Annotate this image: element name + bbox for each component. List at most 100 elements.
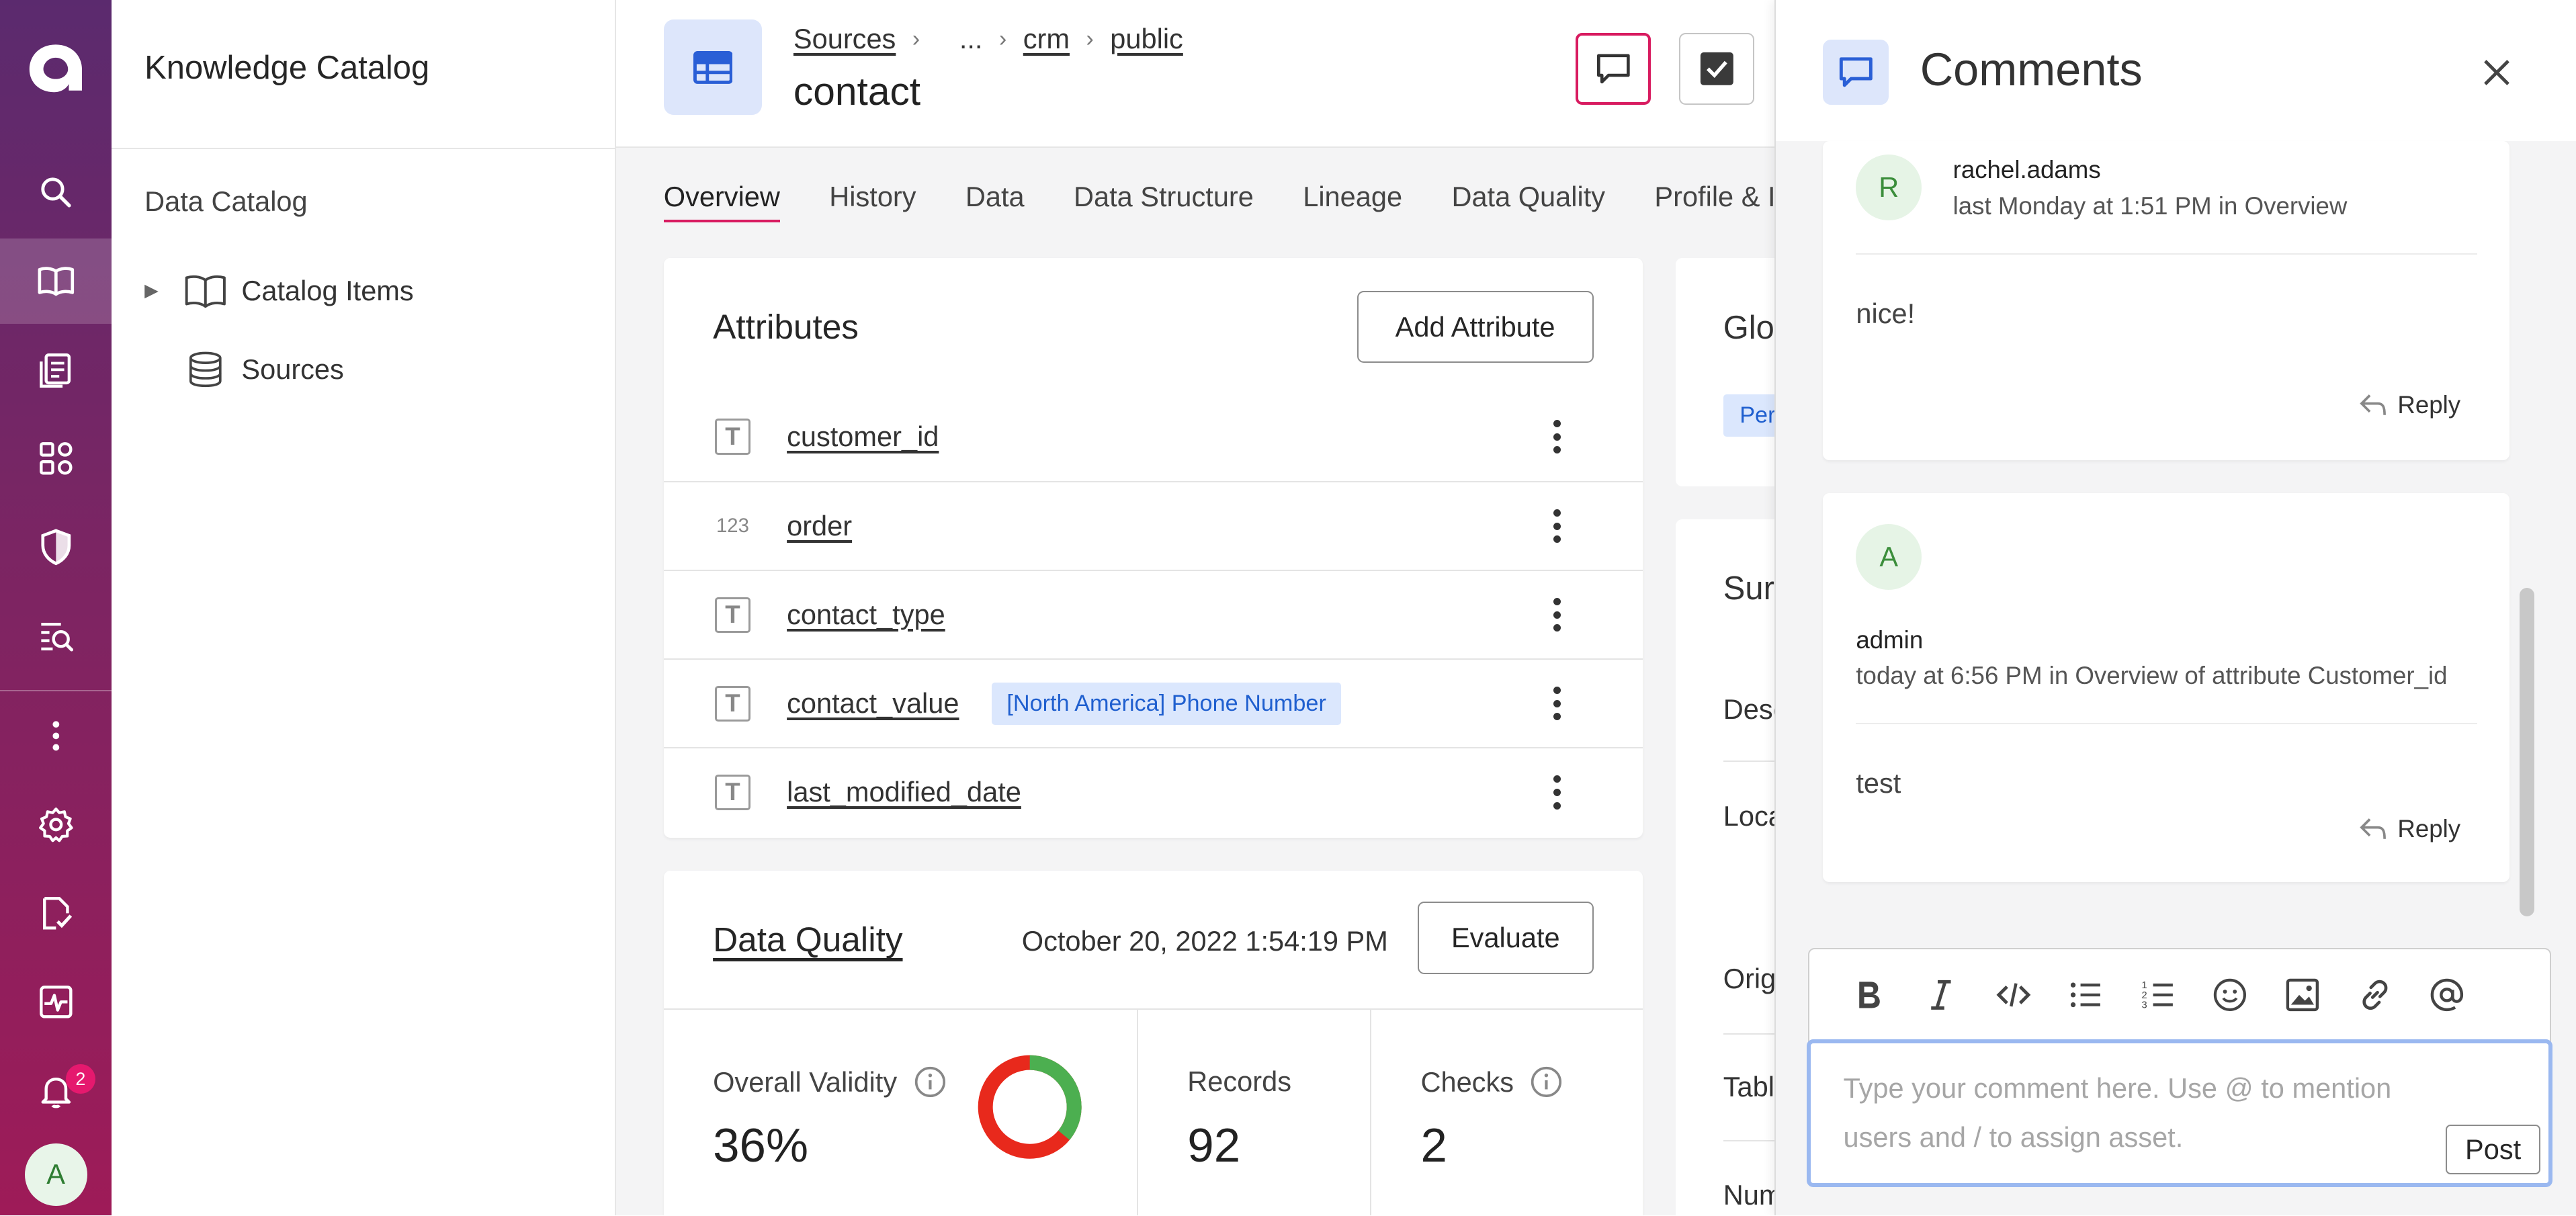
comment-avatar: R [1856,154,1922,220]
nav-data-quality-button[interactable] [0,593,112,679]
breadcrumb-ellipsis[interactable]: ... [959,23,983,55]
overall-validity-label: Overall Validity [713,1066,898,1098]
tasks-button[interactable] [1678,32,1755,105]
attribute-name-link[interactable]: contact_value [787,687,959,720]
comment-text: nice! [1856,297,1916,329]
ataccama-logo[interactable] [23,40,89,95]
expand-caret-icon[interactable]: ▶ [144,280,159,301]
breadcrumb: Sources › ... › crm › public [793,23,1183,55]
attribute-name-link[interactable]: customer_id [787,421,939,453]
attribute-row[interactable]: 123 order [663,481,1643,570]
reply-icon [2360,394,2386,415]
sidebar-item-sources[interactable]: Sources [184,351,344,388]
bold-button[interactable] [1833,965,1905,1025]
code-button[interactable] [1977,965,2050,1025]
reply-button[interactable]: Reply [2358,391,2460,419]
add-attribute-button[interactable]: Add Attribute [1357,290,1594,363]
svg-text:1: 1 [2141,980,2147,991]
nav-notifications-button[interactable] [0,1048,112,1133]
tab-profile[interactable]: Profile & I [1654,180,1774,212]
italic-icon [1931,980,1951,1010]
comments-panel-header: Comments [1775,0,2576,142]
checks-label: Checks [1420,1066,1514,1098]
data-quality-stats: Overall Validity 36% Records 92 Checks 2 [663,1008,1643,1216]
attribute-name-link[interactable]: last_modified_date [787,776,1021,808]
tab-data-quality[interactable]: Data Quality [1451,180,1606,212]
shield-icon [41,529,71,566]
more-vertical-icon[interactable] [1541,768,1574,817]
info-icon[interactable] [1530,1066,1563,1098]
post-button[interactable]: Post [2445,1125,2541,1174]
italic-button[interactable] [1905,965,1977,1025]
glossary-card-title: Glo [1723,309,1774,346]
entity-tabs: Overview History Data Data Structure Lin… [663,180,1774,222]
chevron-right-icon: › [1086,26,1094,52]
more-vertical-icon[interactable] [1541,412,1574,462]
nav-search-button[interactable] [0,149,112,234]
term-chip[interactable]: [North America] Phone Number [992,682,1341,726]
comment-divider [1856,722,2477,725]
comment-icon [1823,39,1889,105]
text-type-icon: T [714,597,751,634]
checks-stat: Checks 2 [1370,1010,1643,1216]
nav-rail: 2 A [0,0,112,1216]
records-stat: Records 92 [1136,1010,1372,1216]
search-icon [41,177,71,208]
link-button[interactable] [2339,965,2411,1025]
bold-icon [1858,982,1880,1008]
rules-icon [39,441,73,475]
activity-icon [39,986,73,1018]
data-quality-title[interactable]: Data Quality [713,920,903,959]
emoji-button[interactable] [2194,965,2267,1025]
close-panel-button[interactable] [2474,49,2520,95]
nav-reports-button[interactable] [0,327,112,412]
comment-input[interactable] [1806,1039,2552,1188]
evaluate-button[interactable]: Evaluate [1418,902,1594,974]
user-avatar[interactable]: A [24,1143,87,1206]
sidebar-section-label: Data Catalog [144,185,308,218]
glossary-term-chip[interactable]: Per [1723,394,1774,437]
nav-knowledge-catalog-button[interactable] [0,238,112,324]
comments-toggle-button[interactable] [1575,32,1651,105]
nav-more-button[interactable] [0,693,112,779]
tab-data-structure[interactable]: Data Structure [1074,180,1254,212]
comments-scrollbar[interactable] [2520,588,2535,917]
tab-history[interactable]: History [829,180,916,212]
nav-governance-button[interactable] [0,505,112,590]
sidebar-item-catalog-items[interactable]: ▶ Catalog Items [144,273,414,309]
summary-row-origin: Orig [1723,962,1774,994]
overall-validity-value: 36% [713,1119,808,1172]
comment-avatar: A [1856,523,1922,590]
nav-divider [0,689,112,692]
catalog-sidebar: Knowledge Catalog Data Catalog ▶ Catalog… [112,0,616,1216]
more-vertical-icon[interactable] [1541,502,1574,551]
tab-lineage[interactable]: Lineage [1303,180,1403,212]
image-button[interactable] [2266,965,2339,1025]
info-icon[interactable] [914,1066,947,1098]
attribute-name-link[interactable]: contact_type [787,599,945,631]
nav-settings-button[interactable] [0,782,112,867]
nav-rules-button[interactable] [0,416,112,501]
breadcrumb-crm[interactable]: crm [1023,23,1070,55]
comment-divider [1856,253,2477,255]
breadcrumb-public[interactable]: public [1110,23,1183,55]
attribute-name-link[interactable]: order [787,510,853,542]
tab-overview[interactable]: Overview [663,181,780,222]
more-vertical-icon[interactable] [1541,591,1574,640]
nav-tasks-button[interactable] [0,871,112,956]
nav-monitoring-button[interactable] [0,959,112,1045]
mention-button[interactable] [2411,965,2483,1025]
bulleted-list-button[interactable] [2049,965,2122,1025]
breadcrumb-sources[interactable]: Sources [793,23,896,55]
code-icon [1996,983,2031,1007]
reply-button[interactable]: Reply [2358,815,2460,843]
table-entity-icon [663,19,763,116]
more-vertical-icon[interactable] [1541,679,1574,728]
tab-data[interactable]: Data [965,180,1025,212]
bell-icon [41,1078,71,1109]
